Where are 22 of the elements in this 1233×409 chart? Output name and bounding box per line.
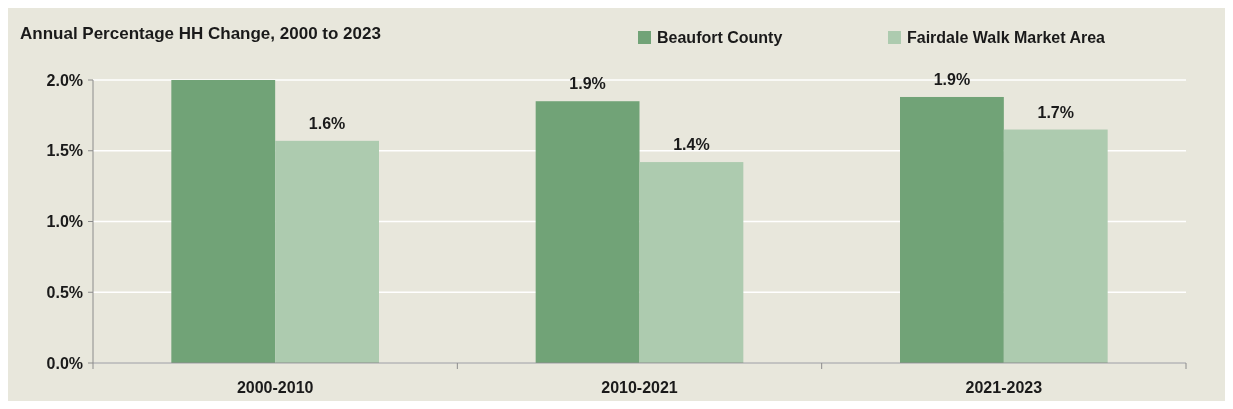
y-tick-label: 1.5% xyxy=(46,142,83,160)
bar xyxy=(1003,129,1108,363)
x-tick-label: 2021-2023 xyxy=(965,379,1043,396)
data-label: 1.9% xyxy=(933,70,971,88)
bar xyxy=(639,162,744,363)
bar xyxy=(900,96,1004,363)
bar xyxy=(275,140,379,363)
bar xyxy=(535,101,640,363)
legend-label: Beaufort County xyxy=(657,29,783,46)
bar xyxy=(171,80,276,363)
data-label: 1.7% xyxy=(1037,103,1074,121)
data-label: 1.4% xyxy=(673,136,710,154)
x-tick-label: 2010-2021 xyxy=(601,379,678,396)
x-tick-label: 2000-2010 xyxy=(236,379,314,396)
y-tick-label: 0.0% xyxy=(46,354,83,372)
y-tick-label: 2.0% xyxy=(46,71,83,89)
legend-label: Fairdale Walk Market Area xyxy=(907,29,1106,46)
data-label: 1.9% xyxy=(569,75,606,93)
chart-title: Annual Percentage HH Change, 2000 to 2023 xyxy=(20,24,381,43)
y-tick-label: 1.0% xyxy=(46,213,83,231)
data-label: 1.6% xyxy=(308,114,346,132)
y-tick-label: 0.5% xyxy=(46,283,83,301)
